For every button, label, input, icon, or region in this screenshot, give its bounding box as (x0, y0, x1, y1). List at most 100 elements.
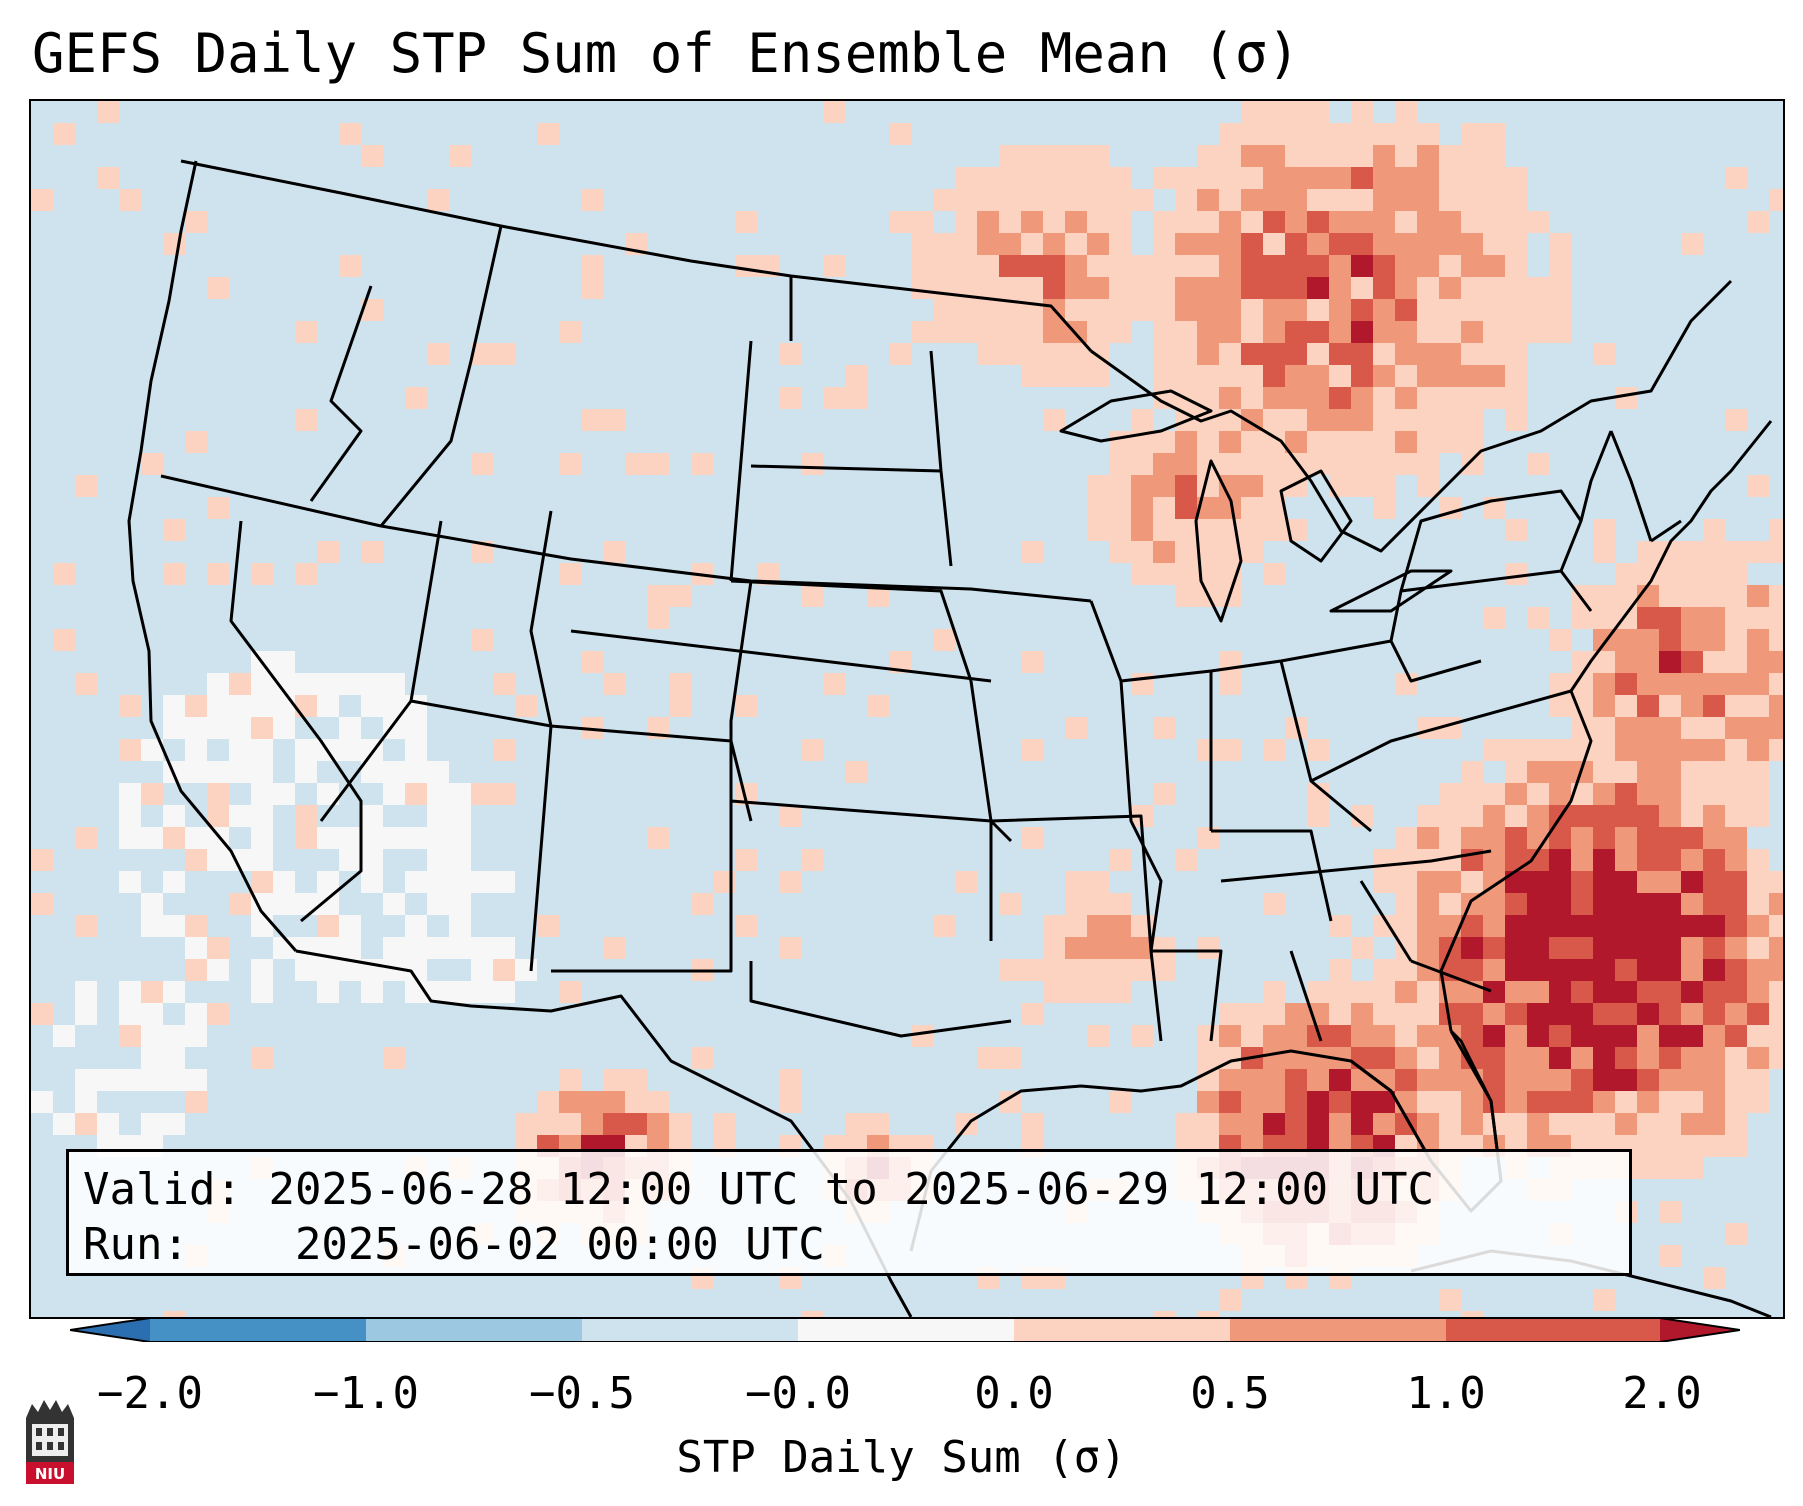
anomaly-cell (97, 1113, 119, 1135)
anomaly-cell (1065, 365, 1087, 387)
anomaly-cell (1219, 1091, 1241, 1113)
anomaly-cell (955, 211, 977, 233)
anomaly-cell (1725, 1223, 1747, 1245)
anomaly-cell (1615, 1113, 1637, 1135)
anomaly-cell (1461, 871, 1483, 893)
anomaly-cell (1219, 1113, 1241, 1135)
anomaly-cell (867, 585, 889, 607)
anomaly-cell (1329, 1003, 1351, 1025)
anomaly-cell (1439, 849, 1461, 871)
anomaly-cell (471, 541, 493, 563)
anomaly-cell (1659, 1135, 1681, 1157)
anomaly-cell (1131, 475, 1153, 497)
anomaly-cell (1747, 1091, 1769, 1113)
anomaly-cell (1703, 607, 1725, 629)
anomaly-cell (1307, 277, 1329, 299)
anomaly-cell (251, 915, 273, 937)
anomaly-cell (427, 783, 449, 805)
anomaly-cell (1197, 1091, 1219, 1113)
anomaly-cell (823, 673, 845, 695)
atlantic-coast (1439, 420, 1773, 1032)
anomaly-cell (1263, 1091, 1285, 1113)
anomaly-cell (1549, 893, 1571, 915)
anomaly-cell (1769, 915, 1783, 937)
anomaly-cell (1065, 167, 1087, 189)
anomaly-cell (1087, 145, 1109, 167)
anomaly-cell (999, 1047, 1021, 1069)
anomaly-cell (1527, 959, 1549, 981)
anomaly-cell (1065, 937, 1087, 959)
anomaly-cell (1659, 805, 1681, 827)
anomaly-cell (207, 673, 229, 695)
anomaly-cell (1395, 871, 1417, 893)
colorbar-seg-1 (150, 1318, 366, 1342)
anomaly-cell (1747, 1047, 1769, 1069)
anomaly-cell (1219, 1069, 1241, 1091)
anomaly-cell (317, 783, 339, 805)
anomaly-cell (581, 189, 603, 211)
colorbar-extend-high (1660, 1318, 1740, 1342)
anomaly-cell (779, 1069, 801, 1091)
anomaly-cell (427, 871, 449, 893)
anomaly-cell (1065, 255, 1087, 277)
anomaly-cell (1263, 893, 1285, 915)
anomaly-cell (1461, 915, 1483, 937)
lake-superior (1059, 389, 1213, 443)
anomaly-cell (999, 343, 1021, 365)
anomaly-cell (1395, 233, 1417, 255)
anomaly-cell (1065, 189, 1087, 211)
anomaly-cell (229, 695, 251, 717)
run-time: 2025-06-02 00:00 UTC (294, 1219, 825, 1270)
anomaly-cell (1461, 387, 1483, 409)
anomaly-cell (141, 1047, 163, 1069)
anomaly-cell (1725, 981, 1747, 1003)
anomaly-cell (405, 915, 427, 937)
anomaly-cell (977, 343, 999, 365)
anomaly-cell (1197, 937, 1219, 959)
anomaly-cell (97, 101, 119, 123)
colorbar-label: STP Daily Sum (σ) (676, 1432, 1127, 1483)
anomaly-cell (1219, 277, 1241, 299)
anomaly-cell (1637, 1135, 1659, 1157)
anomaly-cell (405, 871, 427, 893)
anomaly-cell (1593, 805, 1615, 827)
anomaly-cell (1637, 937, 1659, 959)
anomaly-cell (845, 1113, 867, 1135)
anomaly-cell (1769, 541, 1783, 563)
anomaly-cell (1549, 827, 1571, 849)
anomaly-cell (1219, 475, 1241, 497)
anomaly-cell (339, 937, 361, 959)
anomaly-cell (1527, 805, 1549, 827)
anomaly-cell (1527, 1025, 1549, 1047)
anomaly-cell (955, 1113, 977, 1135)
anomaly-cell (735, 849, 757, 871)
anomaly-cell (1351, 475, 1373, 497)
anomaly-cell (405, 959, 427, 981)
anomaly-cell (1681, 563, 1703, 585)
anomaly-cell (75, 981, 97, 1003)
anomaly-cell (1307, 321, 1329, 343)
anomaly-cell (1703, 981, 1725, 1003)
anomaly-cell (559, 563, 581, 585)
anomaly-cell (1285, 365, 1307, 387)
anomaly-cell (1153, 255, 1175, 277)
anomaly-cell (1637, 871, 1659, 893)
anomaly-cell (1307, 101, 1329, 123)
anomaly-cell (1417, 1091, 1439, 1113)
anomaly-cell (1329, 431, 1351, 453)
anomaly-cell (669, 1113, 691, 1135)
anomaly-cell (1417, 365, 1439, 387)
anomaly-cell (141, 453, 163, 475)
anomaly-cell (1549, 1003, 1571, 1025)
anomaly-cell (471, 343, 493, 365)
anomaly-cell (1395, 959, 1417, 981)
anomaly-cell (933, 233, 955, 255)
anomaly-cell (361, 673, 383, 695)
state-lines-plains (729, 276, 1153, 952)
anomaly-cell (779, 937, 801, 959)
anomaly-cell (955, 233, 977, 255)
anomaly-cell (427, 189, 449, 211)
anomaly-cell (1351, 1113, 1373, 1135)
anomaly-cell (163, 1047, 185, 1069)
anomaly-cell (1153, 167, 1175, 189)
